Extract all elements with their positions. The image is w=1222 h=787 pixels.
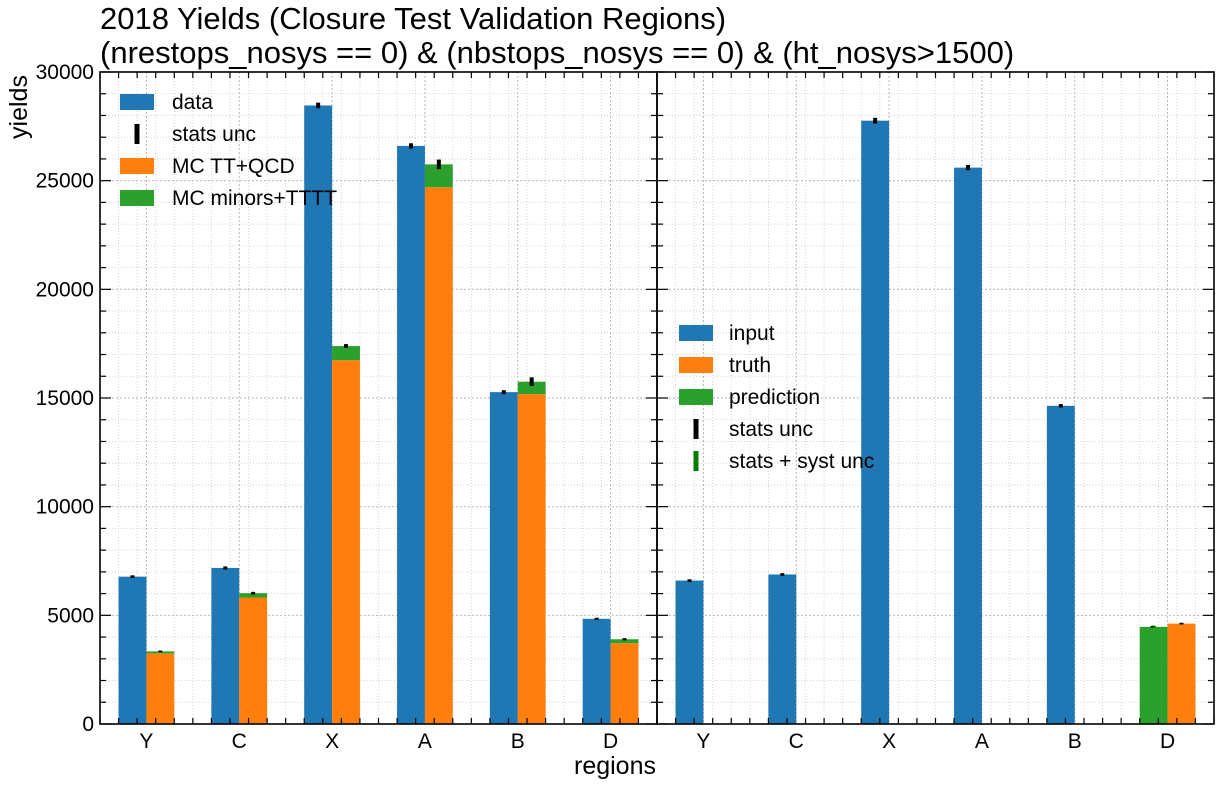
bar-data xyxy=(211,567,240,724)
legend-label: input xyxy=(729,322,775,345)
bar-data xyxy=(304,105,333,724)
y-tick-label: 25000 xyxy=(36,170,94,193)
chart-title: 2018 Yields (Closure Test Validation Reg… xyxy=(100,1,726,36)
x-tick-label: A xyxy=(975,730,989,753)
legend-label: MC minors+TTTT xyxy=(172,187,337,210)
x-tick-label: D xyxy=(603,730,618,753)
legend-marker-truth xyxy=(679,357,713,373)
x-tick-label: C xyxy=(789,730,804,753)
legend-label: data xyxy=(172,91,213,114)
y-tick-label: 5000 xyxy=(47,604,94,627)
bar-mc-ttqcd xyxy=(610,643,639,724)
legend-marker-input xyxy=(679,325,713,341)
legend-label: prediction xyxy=(729,386,820,409)
bar-mc-minors xyxy=(517,381,546,395)
y-tick-label: 30000 xyxy=(36,61,94,84)
legend-label: stats unc xyxy=(729,418,813,441)
bar-input xyxy=(954,167,982,725)
y-tick-label: 15000 xyxy=(36,387,94,410)
bar-truth xyxy=(1167,623,1196,724)
bar-mc-minors xyxy=(424,164,453,188)
x-tick-label: B xyxy=(511,730,525,753)
bar-input xyxy=(861,120,890,724)
bar-input xyxy=(768,574,797,724)
bar-mc-ttqcd xyxy=(239,597,268,724)
y-axis-label: yields xyxy=(5,75,33,139)
x-tick-label: Y xyxy=(139,730,153,753)
y-tick-label: 10000 xyxy=(36,496,94,519)
bar-mc-minors xyxy=(239,593,268,598)
bar-input xyxy=(1046,405,1075,724)
x-tick-label: Y xyxy=(696,730,710,753)
legend-label: MC TT+QCD xyxy=(172,155,295,178)
bar-mc-ttqcd xyxy=(332,360,360,724)
bar-data xyxy=(397,145,425,725)
bar-prediction xyxy=(1139,626,1168,724)
legend-marker-mc-tt-qcd xyxy=(120,158,154,174)
bar-data xyxy=(582,618,611,724)
bar-input xyxy=(675,580,704,724)
x-tick-label: X xyxy=(882,730,896,753)
bar-data xyxy=(489,392,518,724)
x-tick-label: C xyxy=(232,730,247,753)
x-tick-label: D xyxy=(1160,730,1175,753)
legend-marker-data xyxy=(120,94,154,110)
bar-mc-minors xyxy=(146,651,175,654)
x-axis-label: regions xyxy=(574,752,656,780)
legend-marker-mc-minors-tttt xyxy=(120,190,154,206)
x-tick-label: X xyxy=(325,730,339,753)
bar-mc-ttqcd xyxy=(146,653,175,724)
bar-mc-minors xyxy=(610,639,639,644)
bar-data xyxy=(118,576,147,724)
bar-mc-ttqcd xyxy=(424,187,453,725)
legend-label: stats + syst unc xyxy=(729,450,874,473)
y-tick-label: 20000 xyxy=(36,278,94,301)
legend-label: truth xyxy=(729,354,771,377)
x-tick-label: B xyxy=(1068,730,1082,753)
y-tick-label: 0 xyxy=(82,713,94,736)
bar-mc-ttqcd xyxy=(517,394,546,724)
chart-subtitle: (nrestops_nosys == 0) & (nbstops_nosys =… xyxy=(100,35,1014,70)
legend-label: stats unc xyxy=(172,123,256,146)
legend-marker-prediction xyxy=(679,389,713,405)
x-tick-label: A xyxy=(418,730,432,753)
bar-mc-minors xyxy=(332,346,360,361)
